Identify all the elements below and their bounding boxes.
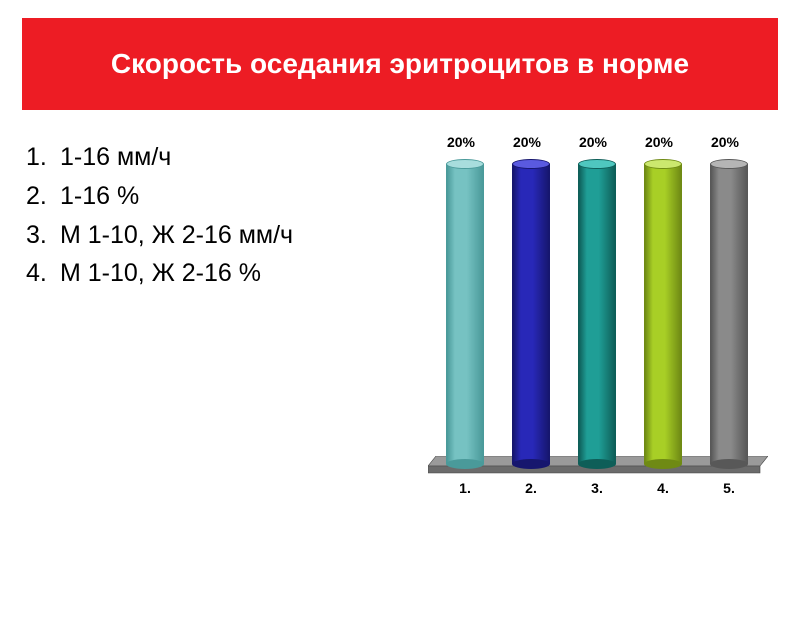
list-number: 1. (26, 138, 60, 177)
bar-foot (644, 459, 682, 469)
bar-value-label: 20% (442, 134, 480, 150)
list-number: 3. (26, 216, 60, 255)
page-title: Скорость оседания эритроцитов в норме (111, 48, 689, 80)
bar-body (512, 164, 550, 464)
cylinder-bar-chart: 20% 1. 20% 2. 20% 3. 20% 4. 20% 5. (422, 138, 782, 538)
chart-bar: 20% (446, 164, 484, 464)
bar-value-label: 20% (706, 134, 744, 150)
bar-foot (710, 459, 748, 469)
chart-bar: 20% (578, 164, 616, 464)
list-text: 1-16 мм/ч (60, 138, 171, 177)
list-item: 2.1-16 % (26, 177, 416, 216)
content-row: 1.1-16 мм/ч 2.1-16 % 3.М 1-10, Ж 2-16 мм… (0, 110, 800, 538)
bar-body (578, 164, 616, 464)
bar-cap (644, 159, 682, 169)
bar-cap (578, 159, 616, 169)
bar-value-label: 20% (508, 134, 546, 150)
chart-xtick: 3. (591, 480, 603, 496)
chart-xtick: 4. (657, 480, 669, 496)
list-item: 4.М 1-10, Ж 2-16 % (26, 254, 416, 293)
answer-list-column: 1.1-16 мм/ч 2.1-16 % 3.М 1-10, Ж 2-16 мм… (26, 138, 416, 538)
chart-bar: 20% (710, 164, 748, 464)
chart-xtick: 5. (723, 480, 735, 496)
bar-cap (710, 159, 748, 169)
list-text: М 1-10, Ж 2-16 мм/ч (60, 216, 293, 255)
bar-foot (512, 459, 550, 469)
bar-body (644, 164, 682, 464)
list-text: 1-16 % (60, 177, 139, 216)
list-item: 1.1-16 мм/ч (26, 138, 416, 177)
bar-body (446, 164, 484, 464)
bar-value-label: 20% (574, 134, 612, 150)
answer-list: 1.1-16 мм/ч 2.1-16 % 3.М 1-10, Ж 2-16 мм… (26, 138, 416, 293)
bar-cap (446, 159, 484, 169)
bar-value-label: 20% (640, 134, 678, 150)
chart-plot: 20% 1. 20% 2. 20% 3. 20% 4. 20% 5. (422, 138, 782, 498)
list-number: 4. (26, 254, 60, 293)
bar-foot (446, 459, 484, 469)
list-item: 3.М 1-10, Ж 2-16 мм/ч (26, 216, 416, 255)
chart-xtick: 2. (525, 480, 537, 496)
list-number: 2. (26, 177, 60, 216)
chart-bar: 20% (644, 164, 682, 464)
title-bar: Скорость оседания эритроцитов в норме (22, 18, 778, 110)
bar-body (710, 164, 748, 464)
list-text: М 1-10, Ж 2-16 % (60, 254, 261, 293)
chart-bar: 20% (512, 164, 550, 464)
chart-column: 20% 1. 20% 2. 20% 3. 20% 4. 20% 5. (416, 138, 790, 538)
bar-foot (578, 459, 616, 469)
chart-xtick: 1. (459, 480, 471, 496)
bar-cap (512, 159, 550, 169)
